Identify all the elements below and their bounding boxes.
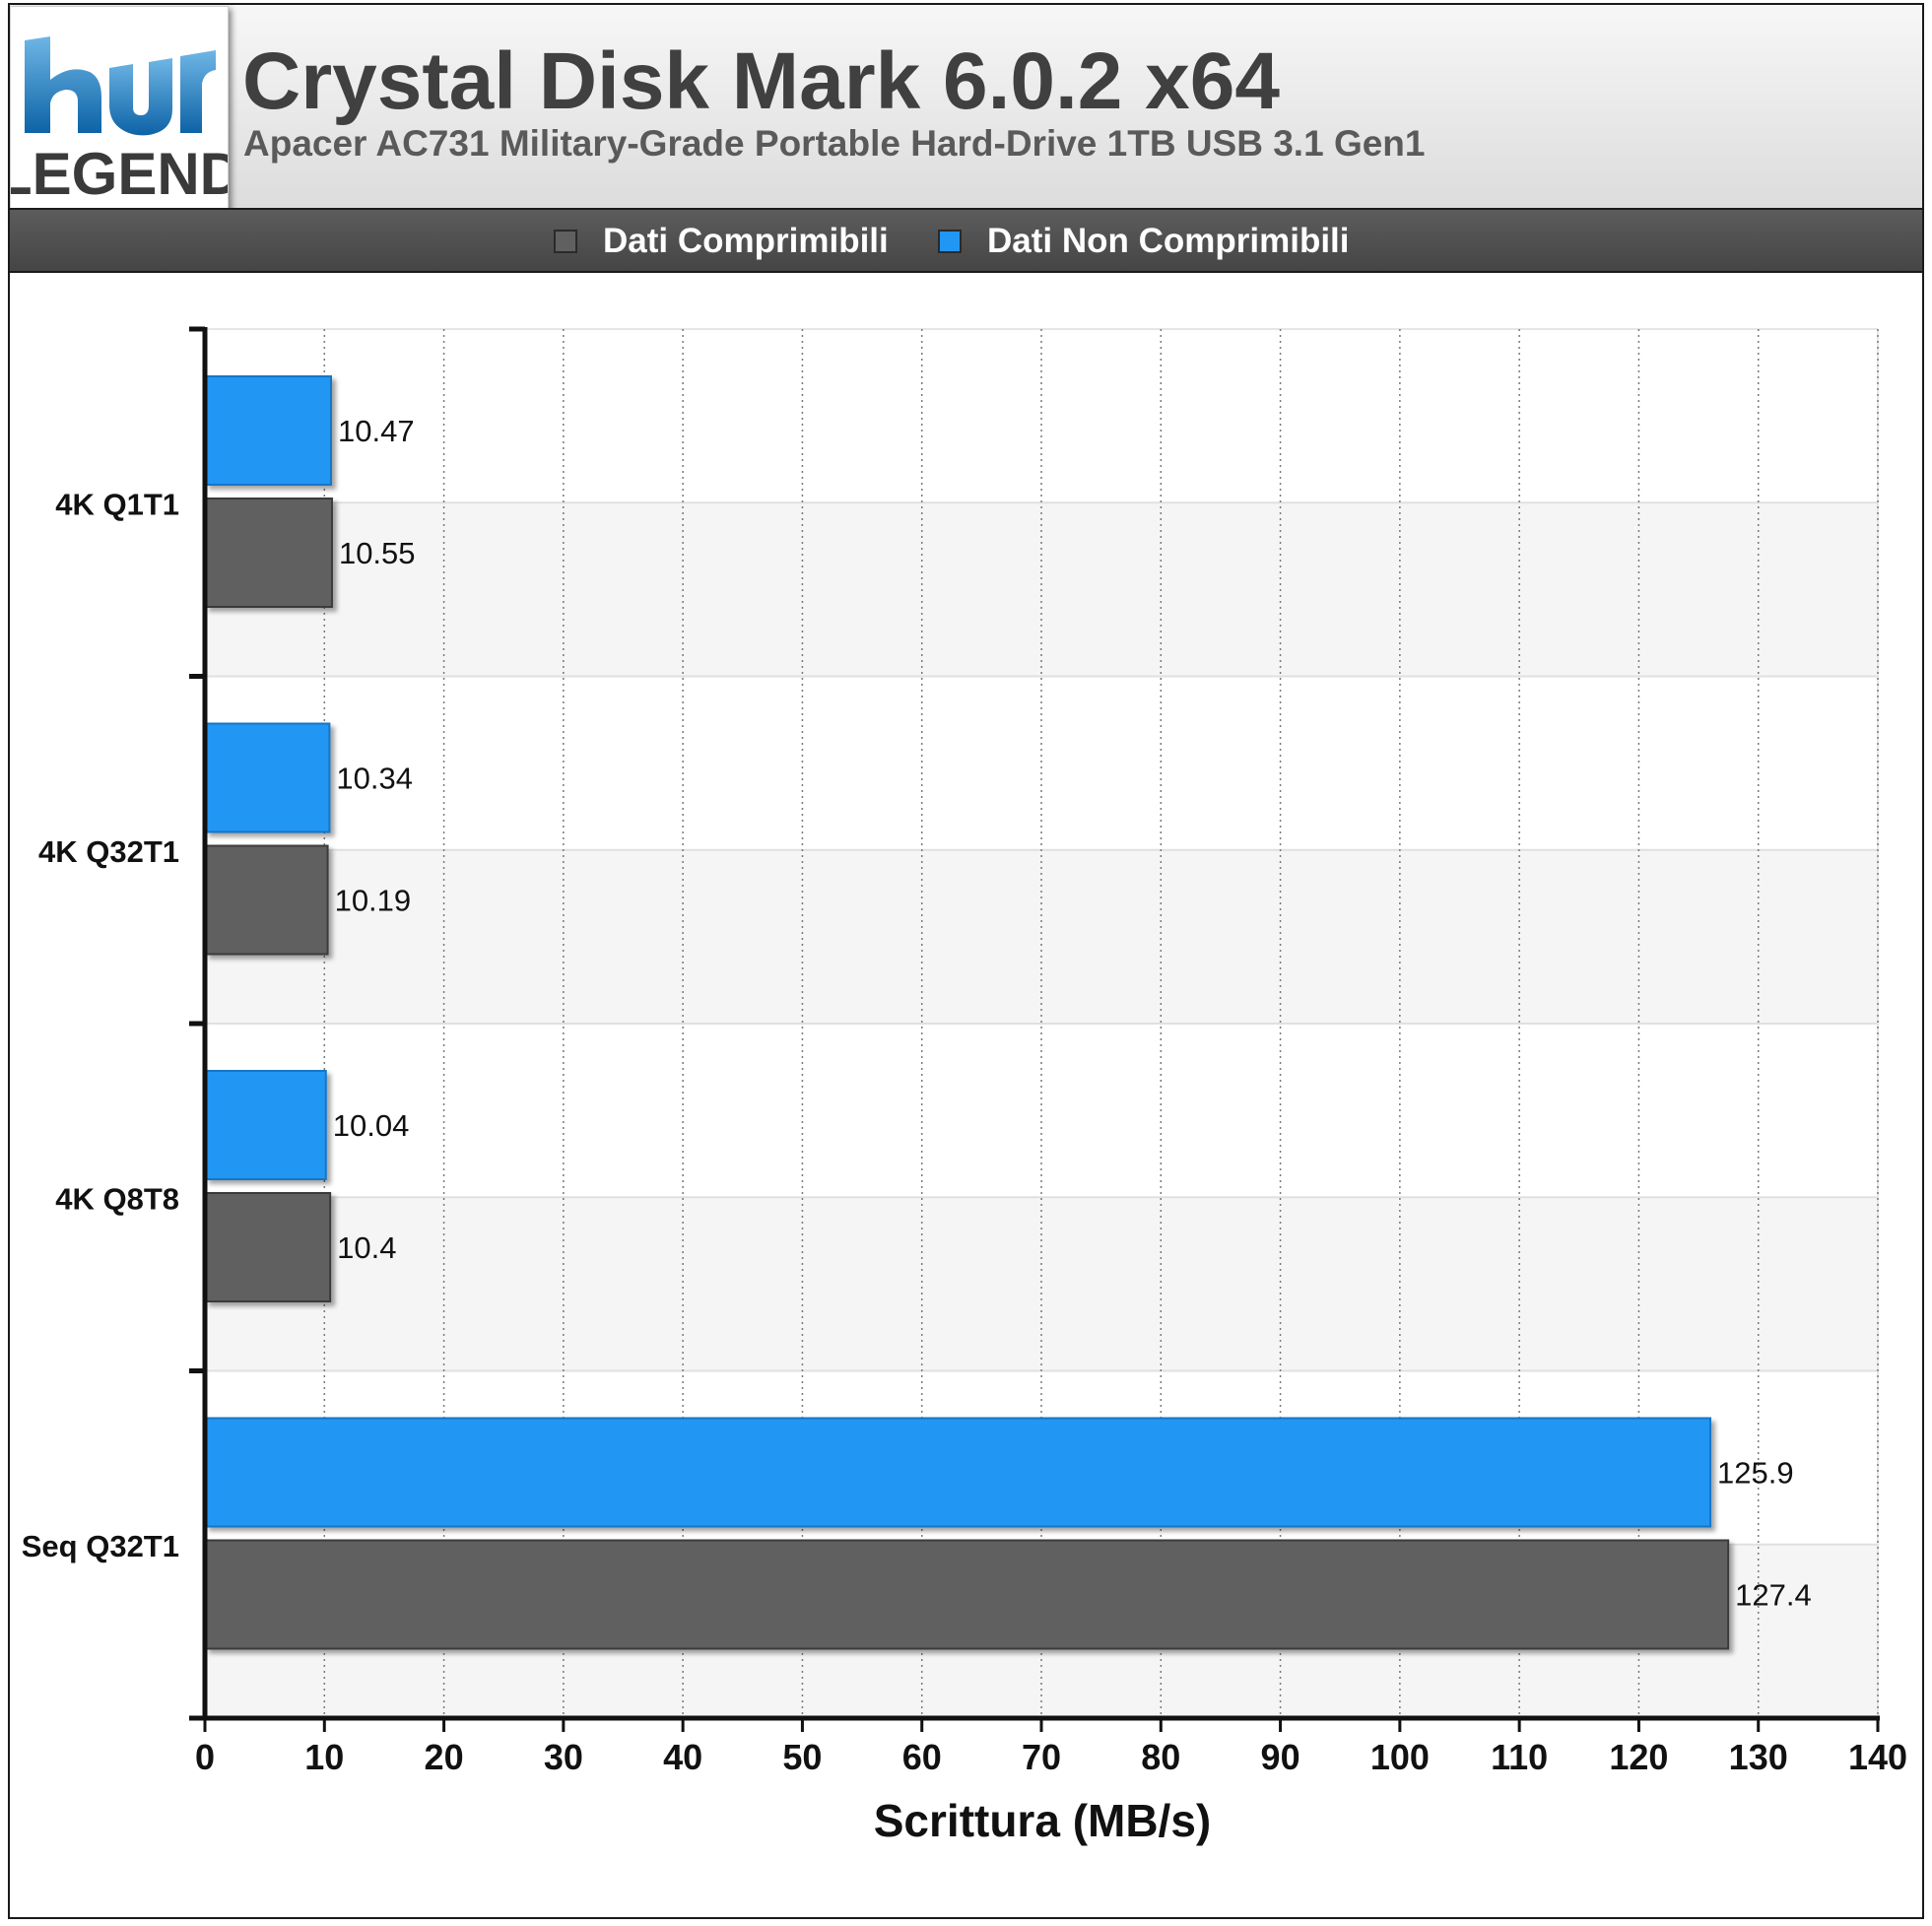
bar-compressible — [205, 1539, 1730, 1650]
bar-compressible — [205, 844, 329, 956]
category-label: 4K Q32T1 — [38, 834, 179, 869]
legend-label-compressible: Dati Comprimibili — [603, 222, 889, 260]
legend-bar: Dati Comprimibili Dati Non Comprimibili — [8, 208, 1924, 273]
value-label: 125.9 — [1717, 1456, 1794, 1491]
x-tick-label: 130 — [1729, 1737, 1788, 1777]
x-tick-label: 10 — [304, 1737, 344, 1777]
chart-header — [8, 3, 1924, 210]
value-label: 127.4 — [1735, 1578, 1812, 1613]
category-label: Seq Q32T1 — [22, 1529, 179, 1563]
x-tick-label: 70 — [1022, 1737, 1061, 1777]
x-tick-label: 30 — [544, 1737, 583, 1777]
x-tick-label: 20 — [425, 1737, 464, 1777]
legend-item-compressible: Dati Comprimibili — [554, 222, 889, 260]
value-label: 10.55 — [339, 536, 416, 570]
x-tick-label: 0 — [195, 1737, 215, 1777]
legend-label-incompressible: Dati Non Comprimibili — [987, 222, 1350, 260]
category-labels: 4K Q1T1 4K Q32T1 4K Q8T8 Seq Q32T1 — [22, 487, 179, 1563]
x-tick-label: 40 — [663, 1737, 702, 1777]
value-label: 10.04 — [333, 1108, 410, 1143]
bar-compressible — [205, 1192, 332, 1302]
x-tick-label: 110 — [1491, 1737, 1548, 1777]
logo-text: LEGEND — [11, 141, 228, 207]
bar-incompressible — [205, 1070, 327, 1180]
legend-swatch-compressible — [554, 230, 577, 253]
value-labels: 10.47 10.34 10.04 125.9 10.55 10.19 10.4 127.4 — [333, 414, 1812, 1613]
site-logo: LEGEND — [0, 6, 242, 223]
legend-swatch-incompressible — [938, 230, 962, 253]
category-label: 4K Q8T8 — [55, 1181, 179, 1216]
chart-title: Crystal Disk Mark 6.0.2 x64 — [242, 36, 1280, 126]
x-axis-label: Scrittura (MB/s) — [874, 1795, 1211, 1846]
x-tick-label: 50 — [782, 1737, 822, 1777]
bar-compressible — [205, 498, 333, 608]
x-tick-label: 120 — [1609, 1737, 1668, 1777]
value-label: 10.34 — [336, 762, 413, 796]
legend-item-incompressible: Dati Non Comprimibili — [938, 222, 1350, 260]
axes — [189, 326, 1880, 1732]
x-tick-label: 80 — [1141, 1737, 1180, 1777]
band-upper — [205, 329, 1878, 503]
value-label: 10.4 — [337, 1230, 396, 1265]
x-tick-labels: 0 10 20 30 40 50 60 70 80 90 100 110 120 130 140 — [195, 1737, 1907, 1777]
hwlegend-logo-icon: LEGEND — [0, 36, 242, 207]
bar-incompressible — [205, 1417, 1711, 1528]
x-tick-label: 140 — [1848, 1737, 1907, 1777]
x-tick-label: 90 — [1261, 1737, 1300, 1777]
x-tick-label: 100 — [1370, 1737, 1430, 1777]
bars — [205, 375, 1730, 1650]
category-label: 4K Q1T1 — [55, 487, 179, 521]
band-lower — [205, 1197, 1878, 1371]
x-tick-label: 60 — [902, 1737, 942, 1777]
bar-incompressible — [205, 722, 331, 833]
value-label: 10.47 — [338, 414, 415, 448]
value-label: 10.19 — [335, 884, 412, 918]
chart-subtitle: Apacer AC731 Military-Grade Portable Har… — [243, 123, 1426, 164]
bar-incompressible — [205, 375, 332, 486]
